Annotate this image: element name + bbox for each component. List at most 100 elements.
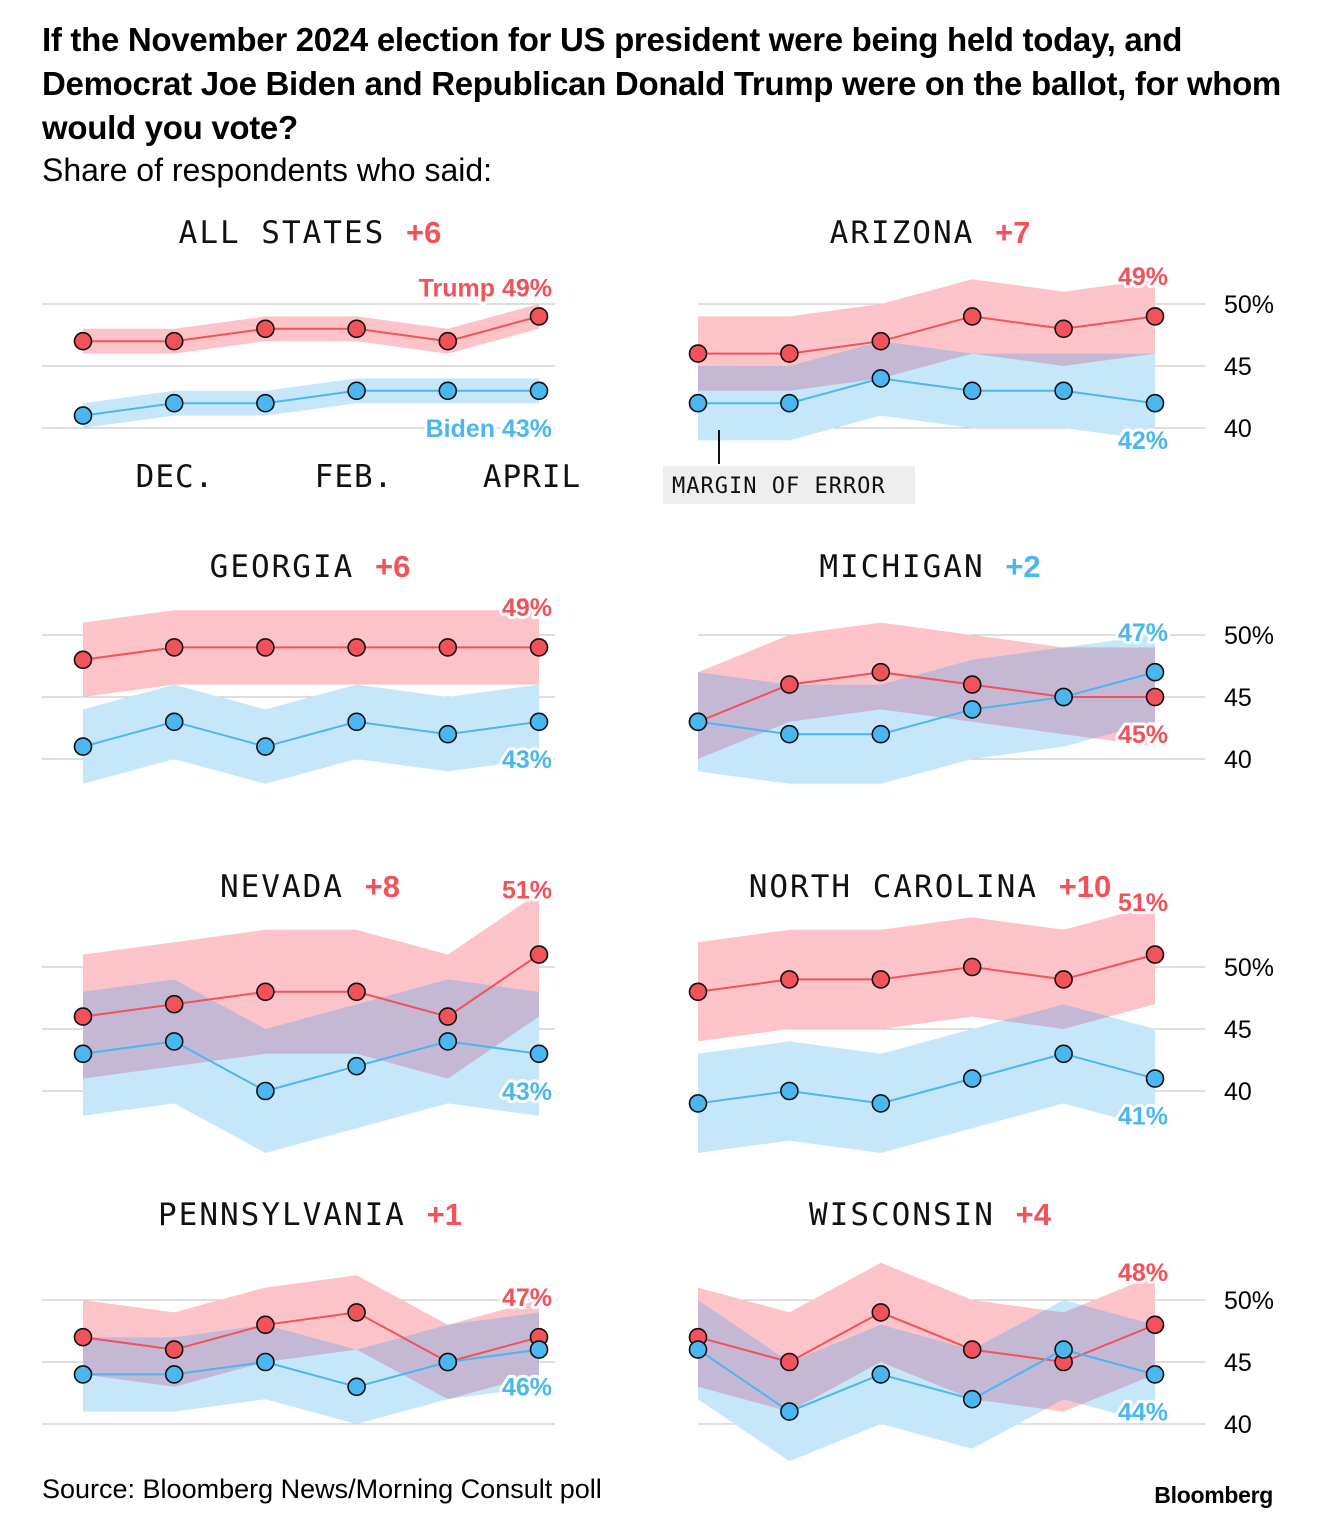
biden-point xyxy=(962,381,982,401)
trump-end-label: 47% xyxy=(502,1284,552,1312)
biden-line xyxy=(697,671,1156,736)
trump-end-label: 48% xyxy=(1118,1259,1168,1287)
biden-end-label: 42% xyxy=(1118,427,1168,455)
chart-title: If the November 2024 election for US pre… xyxy=(42,21,1281,146)
bloomberg-logo: Bloomberg xyxy=(1154,1482,1273,1508)
y-tick-label: 45 xyxy=(1224,353,1252,381)
y-tick-label: 45 xyxy=(1224,1016,1252,1044)
biden-point xyxy=(256,1081,275,1101)
trump-point xyxy=(1145,1315,1165,1335)
biden-point xyxy=(347,1056,366,1076)
trump-point xyxy=(1145,687,1165,707)
x-axis-label: FEB. xyxy=(315,459,394,495)
biden-point xyxy=(688,712,708,732)
state-name: ARIZONA xyxy=(830,215,995,251)
biden-point xyxy=(871,1094,891,1113)
biden-point xyxy=(871,724,891,744)
lead-margin: +6 xyxy=(375,549,410,584)
lead-margin: +4 xyxy=(1016,1197,1052,1232)
chart-subtitle: Share of respondents who said: xyxy=(42,152,493,188)
trump-point xyxy=(438,1007,458,1026)
panel-title: MICHIGAN +2 xyxy=(819,549,1040,585)
panel-pennsylvania: 47% 46% PENNSYLVANIA +1 xyxy=(42,1197,555,1425)
x-axis-label: APRIL xyxy=(483,459,581,495)
biden-end-label: 43% xyxy=(502,1078,552,1106)
trump-point xyxy=(438,331,458,351)
biden-point xyxy=(164,1032,184,1051)
biden-point xyxy=(688,393,708,413)
biden-point xyxy=(1145,393,1165,413)
trump-point xyxy=(73,650,93,670)
panel-north-carolina: 50% 45 40 51% 41% NORTH CAROLINA +10 xyxy=(688,869,1274,1153)
biden-end-label: 46% xyxy=(502,1374,552,1402)
trump-point xyxy=(1145,307,1165,326)
trump-point xyxy=(73,331,93,351)
trump-point xyxy=(1054,319,1073,339)
panel-michigan: 50% 45 40 45% 47% MICHIGAN +2 xyxy=(688,549,1274,784)
y-tick-label: 50% xyxy=(1224,622,1274,650)
source-note: Source: Bloomberg News/Morning Consult p… xyxy=(42,1474,602,1504)
y-tick-label: 40 xyxy=(1224,1078,1252,1106)
trump-point xyxy=(780,344,799,363)
trump-point xyxy=(962,675,982,694)
biden-line xyxy=(698,377,1156,405)
trump-point xyxy=(73,1327,93,1347)
biden-point xyxy=(529,1044,549,1064)
biden-point xyxy=(347,1377,366,1397)
lead-margin: +1 xyxy=(427,1197,462,1232)
trump-end-label: 51% xyxy=(502,877,552,905)
trump-line xyxy=(82,1311,540,1364)
biden-point xyxy=(1054,1340,1073,1359)
biden-point xyxy=(871,369,891,388)
trump-point xyxy=(871,331,891,351)
y-tick-label: 40 xyxy=(1224,746,1252,774)
trump-end-label: Trump 49% xyxy=(419,274,552,302)
biden-end-label: 44% xyxy=(1118,1398,1168,1426)
biden-point xyxy=(1145,662,1165,682)
biden-point xyxy=(256,393,275,413)
trump-point xyxy=(871,662,891,682)
biden-point xyxy=(529,712,549,732)
biden-point xyxy=(164,393,184,413)
state-name: NEVADA xyxy=(220,869,365,905)
trump-point xyxy=(347,319,366,339)
annotation-box xyxy=(663,466,915,504)
biden-point xyxy=(688,1340,708,1359)
trump-point xyxy=(164,331,184,351)
trump-end-label: 49% xyxy=(502,594,552,622)
state-name: MICHIGAN xyxy=(819,549,1005,585)
annotation-label: MARGIN OF ERROR xyxy=(672,474,886,499)
panel-georgia: 49% 43% GEORGIA +6 xyxy=(42,549,555,784)
trump-line xyxy=(697,953,1156,993)
trump-point xyxy=(962,1340,982,1359)
panel-all-states: Trump 49% Biden 43% ALL STATES +6 xyxy=(42,215,555,446)
biden-point xyxy=(347,381,366,401)
panel-nevada: 51% 43% NEVADA +8 xyxy=(42,869,555,1153)
panel-title: GEORGIA +6 xyxy=(210,549,411,585)
panel-wisconsin: 50% 45 40 48% 44% WISCONSIN +4 xyxy=(688,1197,1274,1462)
biden-point xyxy=(962,700,982,719)
trump-end-label: 45% xyxy=(1118,721,1168,749)
biden-point xyxy=(164,1365,184,1384)
biden-point xyxy=(529,381,549,401)
state-name: PENNSYLVANIA xyxy=(158,1197,427,1233)
trump-point xyxy=(962,957,982,977)
y-tick-label: 40 xyxy=(1224,1411,1252,1439)
trump-point xyxy=(529,945,549,964)
biden-point xyxy=(780,1402,799,1421)
biden-end-label: 41% xyxy=(1118,1103,1168,1131)
biden-margin-band xyxy=(698,1004,1155,1153)
panel-title: NORTH CAROLINA +10 xyxy=(749,869,1112,905)
biden-point xyxy=(73,1365,93,1384)
lead-margin: +2 xyxy=(1005,549,1040,584)
biden-point xyxy=(962,1069,982,1088)
lead-margin: +6 xyxy=(406,215,441,250)
biden-point xyxy=(1054,687,1073,707)
trump-line xyxy=(82,646,539,661)
trump-line xyxy=(82,953,540,1018)
biden-point xyxy=(73,737,93,756)
panel-arizona: 50% 45 40 49% 42% ARIZONA +7 xyxy=(688,215,1274,458)
biden-end-label: Biden 43% xyxy=(426,415,552,443)
biden-point xyxy=(1145,1365,1165,1384)
trump-point xyxy=(73,1007,93,1026)
